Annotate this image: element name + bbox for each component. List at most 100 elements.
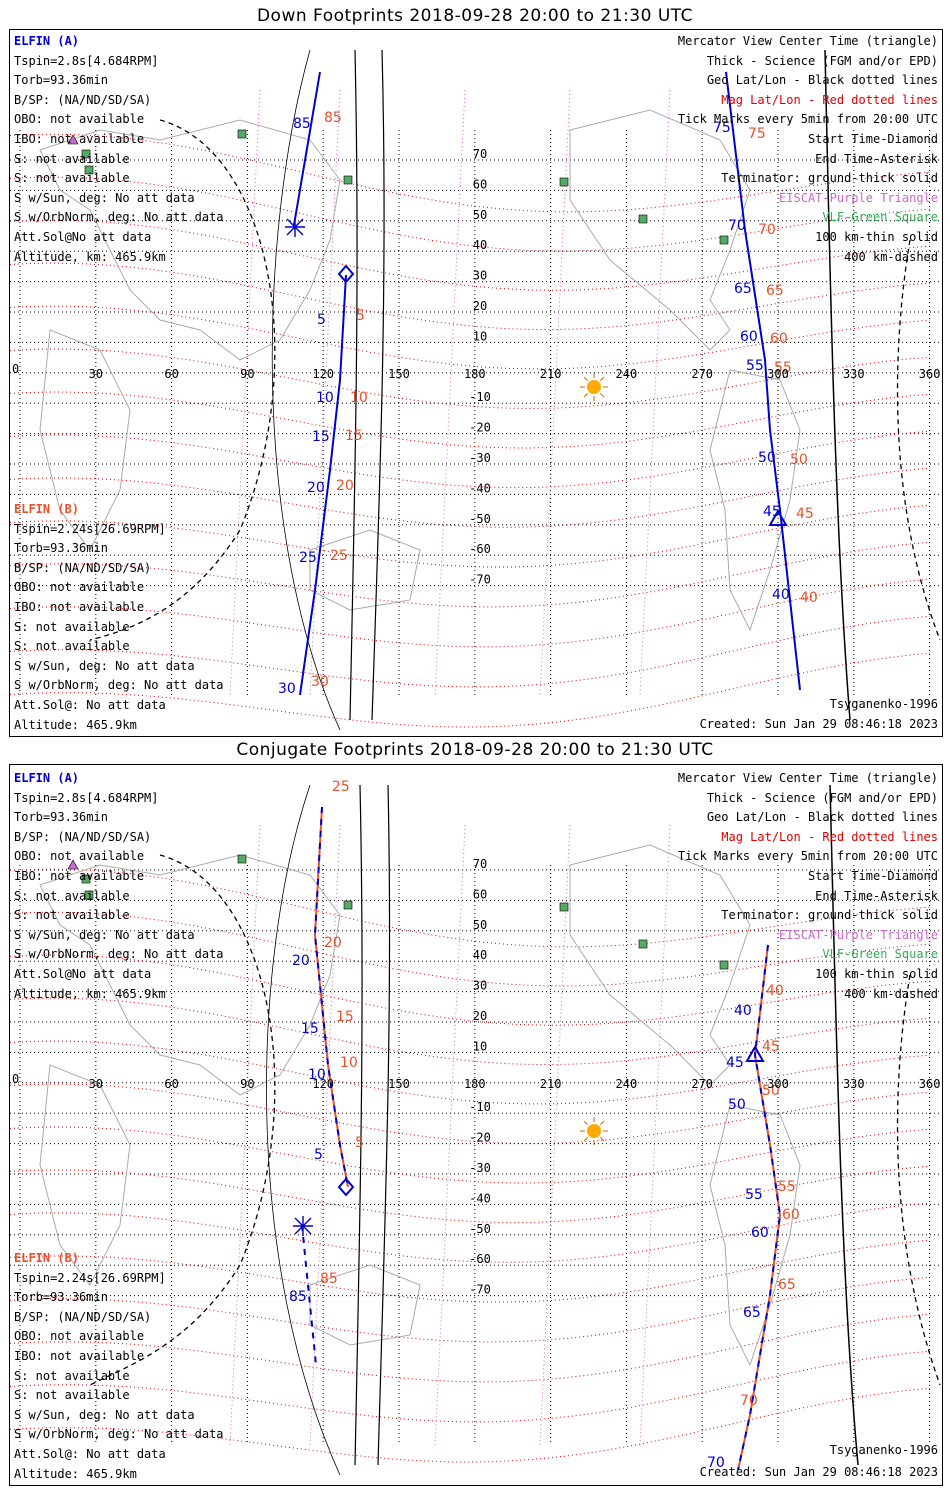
elfin-b-info-line: S: not available	[14, 1368, 130, 1383]
station-markers	[67, 854, 729, 1145]
vlf-station-marker	[719, 235, 729, 245]
track-b-time-label: 50	[758, 450, 776, 466]
mag-grid	[10, 824, 931, 1463]
elfin-b-name: ELFIN (B)	[14, 502, 80, 516]
vlf-station-marker	[81, 149, 91, 159]
mag-lon-line	[639, 89, 671, 697]
elfin-a-name: ELFIN (A)	[14, 771, 80, 785]
lat-tick-label: -70	[469, 573, 491, 587]
coastline	[309, 1264, 421, 1346]
elfin-b-info-line: S: not available	[14, 619, 130, 634]
track-a-mag-label: 85	[324, 110, 342, 126]
grid-labels: 70 60 50 40 30 20 10 0 -10 -20 -30 -40 -50 -60 -70 30 60…	[12, 147, 940, 587]
elfin-a-info-line: Altitude, km: 465.9km	[14, 986, 166, 1001]
elfin-a-info-line: Att.Sol@No att data	[14, 966, 152, 981]
track-b-mag-label: 55	[774, 360, 792, 376]
elfin-b-info-line: S w/Sun, deg: No att data	[14, 1407, 195, 1422]
lat-tick-label: 70	[473, 147, 487, 161]
track-a-time-label: 5	[317, 312, 326, 328]
elfin-a-track	[293, 71, 321, 226]
elfin-b-track	[725, 71, 801, 691]
lat-tick-label: -60	[469, 542, 491, 556]
lon-tick-label: 180	[464, 1077, 486, 1091]
track-a-time-label: 10	[316, 390, 334, 406]
track-a-mag-label: 85	[320, 1271, 338, 1287]
track-a-time-label: 85	[289, 1289, 307, 1305]
mag-lat-line	[10, 578, 931, 648]
mag-lat-line	[10, 504, 931, 568]
lon-tick-label: 240	[616, 367, 638, 381]
lat-tick-label: 0	[12, 1072, 19, 1086]
track-b-time-label: 55	[745, 1187, 763, 1203]
elfin-a-info: ELFIN (A) Tspin=2.8s[4.684RPM] Torb=93.36…	[14, 32, 224, 267]
track-a-mag-label: 25	[332, 779, 350, 795]
terminator-line	[377, 784, 391, 1466]
lon-tick-label: 300	[767, 1077, 789, 1091]
track-b-mag-label: 50	[762, 1083, 780, 1099]
lat-tick-label: 50	[473, 208, 487, 222]
coastline	[569, 844, 751, 1086]
track-b-mag-label: 65	[778, 1277, 796, 1293]
legend-item: 100 km-thin solid	[815, 966, 938, 981]
model-name: Tsyganenko-1996	[829, 697, 938, 711]
down-footprints-panel: 85 5 10 15 20 25 30 85 5 10 15 20 25 30 75 70 65 60 55 50 45…	[9, 29, 943, 737]
legend-item: Terminator: ground-thick solid	[721, 908, 938, 923]
sun-ray	[583, 1120, 588, 1125]
legend-item: Tick Marks every 5min from 20:00 UTC	[677, 849, 938, 864]
vlf-station-marker	[237, 854, 247, 864]
coastlines	[39, 844, 801, 1367]
elfin-a-info-line: IBO: not available	[14, 131, 145, 146]
track-a-time-label: 15	[301, 1021, 319, 1037]
elfin-b-info-line: Torb=93.36min	[14, 1290, 108, 1305]
lat-tick-label: -70	[469, 1283, 491, 1297]
terminator-line	[354, 784, 363, 1466]
track-a-mag-label: 15	[336, 1009, 354, 1025]
legend-item: Mercator View Center Time (triangle)	[677, 771, 938, 785]
conjugate-footprints-map: 20 15 10 5 85 25 20 15 10 5 85 40 45 50 55 60 65 70 40 45 50…	[10, 779, 942, 1476]
eiscat-marker	[67, 134, 79, 145]
track-b-time-label: 50	[728, 1097, 746, 1113]
elfin-b-info-line: S w/OrbNorm, deg: No att data	[14, 678, 224, 693]
coastline	[39, 854, 341, 1096]
track-a-time-label: 10	[308, 1067, 326, 1083]
lat-tick-label: 70	[473, 857, 487, 871]
lon-tick-label: 360	[919, 1077, 941, 1091]
track-a-mag-label: 20	[336, 478, 354, 494]
mag-lat-line	[10, 1083, 931, 1145]
coastlines	[39, 109, 801, 632]
track-b-mag-label: 75	[748, 126, 766, 142]
track-a-time-label: 20	[292, 953, 310, 969]
elfin-a-info-line: S: not available	[14, 151, 130, 166]
track-a-time-label: 5	[314, 1147, 323, 1163]
start-diamond	[337, 264, 355, 284]
lon-tick-label: 300	[767, 367, 789, 381]
elfin-b-name: ELFIN (B)	[14, 1251, 80, 1265]
legend-item: Terminator: ground-thick solid	[721, 171, 938, 186]
track-a-time-label: 25	[299, 550, 317, 566]
lon-tick-label: 270	[691, 367, 713, 381]
lat-tick-label: 30	[473, 979, 487, 993]
coastline	[569, 109, 751, 351]
legend: Mercator View Center Time (triangle) Thic…	[678, 32, 938, 267]
vlf-station-marker	[237, 129, 247, 139]
lat-tick-label: -20	[469, 1131, 491, 1145]
vlf-station-marker	[719, 960, 729, 970]
terminator-line	[829, 784, 859, 1466]
lat-tick-label: 50	[473, 918, 487, 932]
elfin-a-info-line: S: not available	[14, 888, 130, 903]
mag-lat-line	[10, 348, 931, 410]
elfin-b-info-line: S: not available	[14, 639, 130, 654]
legend-item: Mag Lat/Lon - Red dotted lines	[721, 92, 938, 107]
elfin-b-info-line: Altitude: 465.9km	[14, 1466, 137, 1481]
lat-tick-label: 30	[473, 269, 487, 283]
track-a-mag-label: 20	[324, 935, 342, 951]
mag-lon-line	[309, 824, 341, 1446]
mag-lat-line	[10, 997, 931, 1066]
vlf-station-marker	[638, 939, 648, 949]
mag-lat-line	[10, 541, 931, 608]
legend: Mercator View Center Time (triangle) Thic…	[678, 769, 938, 1004]
track-a-mag-label: 10	[350, 390, 368, 406]
elfin-a-info: ELFIN (A) Tspin=2.8s[4.684RPM] Torb=93.36…	[14, 769, 224, 1004]
mag-lon-line	[639, 824, 671, 1446]
lat-tick-label: 20	[473, 299, 487, 313]
